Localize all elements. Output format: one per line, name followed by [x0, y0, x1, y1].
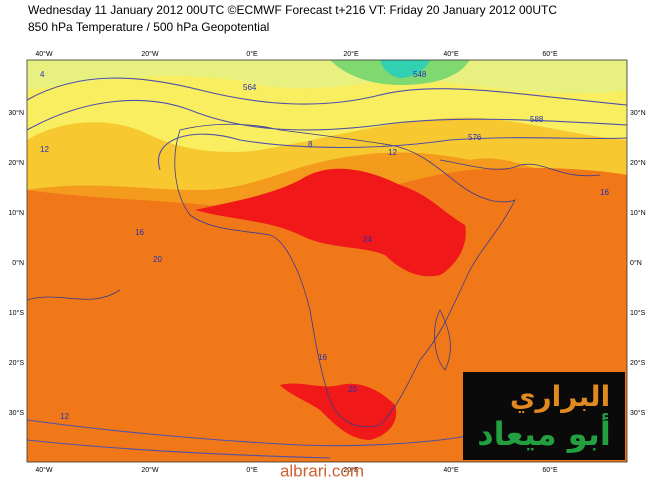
- lat-label: 0°N: [630, 259, 642, 267]
- lon-label: 40°W: [35, 50, 53, 58]
- lat-label: 0°N: [12, 259, 24, 267]
- contour-label: 4: [40, 70, 45, 79]
- contours: [27, 77, 627, 459]
- lon-label: 60°E: [542, 50, 558, 58]
- lat-label: 30°N: [8, 109, 24, 117]
- lon-label: 0°E: [246, 466, 258, 474]
- lat-label: 10°S: [9, 309, 25, 317]
- field-red: [195, 168, 466, 277]
- contour-label: 576: [468, 133, 482, 142]
- lat-label: 10°N: [630, 209, 646, 217]
- contour-label: 20: [348, 385, 357, 394]
- contour-label: 16: [600, 188, 609, 197]
- watermark: albrari.com: [280, 461, 364, 480]
- contour-label: 564: [243, 83, 257, 92]
- contour-label: 12: [60, 412, 69, 421]
- lat-label: 30°S: [630, 409, 646, 417]
- lat-label: 20°N: [8, 159, 24, 167]
- contour-label: 588: [530, 115, 544, 124]
- lon-label: 60°E: [542, 466, 558, 474]
- lon-label: 40°W: [35, 466, 53, 474]
- lat-label: 10°N: [8, 209, 24, 217]
- lon-label: 20°E: [343, 50, 359, 58]
- logo: البراري أبو ميعاد: [463, 372, 625, 460]
- lon-label: 40°E: [443, 466, 459, 474]
- title: Wednesday 11 January 2012 00UTC ©ECMWF F…: [28, 3, 557, 17]
- lon-label: 40°E: [443, 50, 459, 58]
- lon-label: 20°E: [343, 466, 359, 474]
- logo-line1: البراري: [510, 380, 610, 413]
- contour-label: 16: [135, 228, 144, 237]
- logo-line2: أبو ميعاد: [477, 413, 611, 453]
- contour-label: 8: [308, 140, 313, 149]
- map-frame: [26, 59, 628, 463]
- contour-label: 12: [40, 145, 49, 154]
- field-cyan: [380, 60, 430, 78]
- lon-label: 20°W: [141, 466, 159, 474]
- field-paleyellow: [27, 60, 627, 94]
- lon-label: 20°W: [141, 50, 159, 58]
- coastlines: [27, 123, 601, 428]
- lat-label: 10°S: [630, 309, 646, 317]
- contour-label: 16: [318, 353, 327, 362]
- lat-label: 20°S: [9, 359, 25, 367]
- field-red-south: [280, 383, 397, 440]
- lat-label: 20°N: [630, 159, 646, 167]
- lat-label: 20°S: [630, 359, 646, 367]
- lon-label: 0°E: [246, 50, 258, 58]
- contour-label: 12: [388, 148, 397, 157]
- lat-label: 30°S: [9, 409, 25, 417]
- lat-label: 30°N: [630, 109, 646, 117]
- contour-label: 24: [363, 235, 372, 244]
- subtitle: 850 hPa Temperature / 500 hPa Geopotenti…: [28, 20, 269, 34]
- contour-label: 548: [413, 70, 427, 79]
- logo-box: [463, 372, 625, 460]
- contour-label: 20: [153, 255, 162, 264]
